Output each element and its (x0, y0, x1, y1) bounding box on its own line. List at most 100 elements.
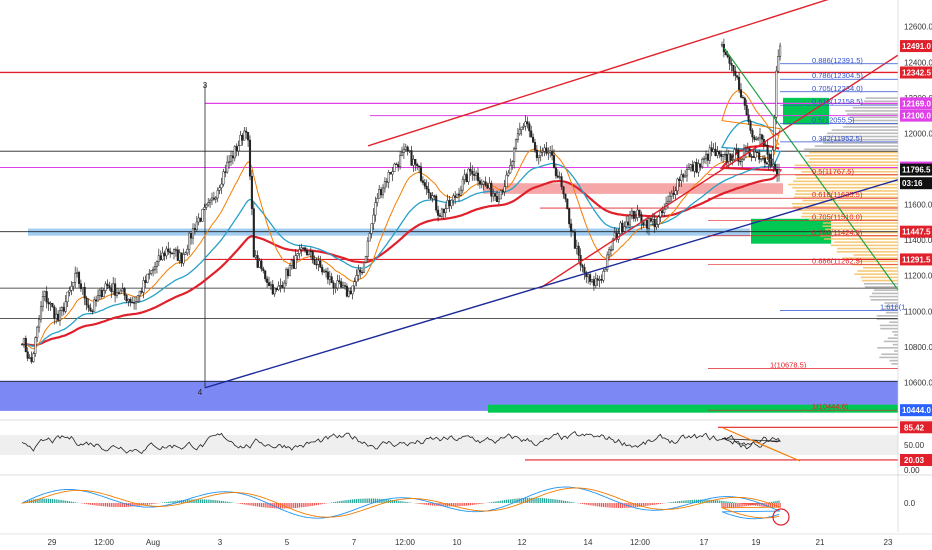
candle-body (129, 299, 132, 303)
volume-profile-bar (831, 129, 898, 131)
date-tick-label: 5 (285, 538, 290, 547)
candle-body (220, 183, 223, 189)
volume-profile-bar (832, 231, 898, 234)
candle-body (66, 291, 69, 303)
candle-body (271, 284, 274, 295)
candle-body (226, 161, 229, 173)
candle-body (524, 121, 527, 127)
macd-histogram-bar (464, 503, 466, 506)
macd-histogram-bar (728, 501, 730, 503)
candle-body (58, 310, 62, 321)
macd-histogram-bar (317, 503, 319, 505)
macd-histogram-bar (751, 503, 753, 506)
candle-body (526, 121, 529, 125)
macd-histogram-bar (771, 503, 774, 508)
macd-histogram-bar (355, 499, 357, 503)
macd-histogram-bar (308, 503, 310, 507)
candle-body (438, 215, 442, 217)
candle-body (172, 249, 176, 254)
macd-histogram-bar (74, 502, 76, 503)
green-zone-upper (783, 97, 829, 125)
candle-body (564, 193, 567, 200)
candle-body (410, 150, 413, 166)
candle-body (668, 195, 671, 202)
macd-histogram-bar (496, 501, 498, 503)
macd-histogram-bar (725, 503, 727, 508)
candle-body (32, 353, 35, 363)
volume-profile-bar (864, 286, 898, 288)
candle-body (389, 171, 392, 175)
macd-histogram-bar (65, 500, 67, 503)
price-tag-box (900, 177, 932, 190)
macd-histogram-bar (245, 503, 247, 505)
macd-histogram-bar (711, 499, 713, 503)
candle-body (169, 251, 172, 254)
candle-body (153, 266, 157, 270)
macd-histogram-bar (186, 499, 188, 503)
candle-body (630, 210, 633, 216)
candle-body (672, 192, 675, 195)
macd-histogram-bar (148, 503, 150, 505)
candle-body (83, 286, 86, 299)
macd-histogram-bar (93, 503, 95, 506)
candle-body (357, 269, 360, 276)
price-tag-label: 12100.0 (902, 112, 931, 121)
macd-histogram-bar (720, 500, 722, 503)
volume-profile-bar (877, 347, 898, 349)
candle-body (53, 306, 56, 319)
candle-body (634, 217, 637, 219)
candle-body (115, 292, 119, 296)
date-tick-label: 17 (700, 538, 709, 547)
candle-body (562, 186, 565, 195)
candle-body (419, 166, 423, 181)
macd-histogram-bar (751, 503, 753, 506)
macd-histogram-bar (420, 503, 422, 505)
candle-body (43, 291, 46, 297)
candle-body (750, 156, 753, 158)
candle-body (302, 247, 305, 249)
macd-histogram-bar (34, 499, 36, 503)
fib-levels-layer: 0.886(12391.5) 0.786(12304.5) 0.705(12234.… (708, 56, 905, 411)
candle-body (484, 181, 487, 186)
candle-body (123, 288, 126, 296)
macd-histogram-bar (678, 501, 680, 503)
candle-body (488, 182, 491, 189)
macd-histogram-bar (346, 500, 348, 503)
candle-body (760, 134, 763, 140)
fib-level-label: 0.786(12304.5) (812, 71, 863, 80)
macd-histogram-bar (274, 503, 276, 509)
candle-body (201, 209, 204, 222)
macd-histogram-bar (500, 500, 502, 503)
candle-body (167, 248, 170, 252)
macd-histogram-bar (733, 502, 736, 503)
candle-body (296, 253, 299, 256)
candle-body (102, 290, 105, 298)
macd-histogram-bar (564, 500, 566, 503)
macd-histogram-bar (53, 499, 55, 503)
macd-histogram-bar (778, 500, 780, 503)
volume-profile-bar (794, 164, 898, 167)
macd-histogram-bar (118, 503, 120, 508)
candle-body (573, 231, 576, 249)
macd-histogram-bar (452, 503, 454, 507)
candle-body (81, 286, 84, 290)
candle-body (751, 130, 754, 138)
macd-histogram-bar (405, 501, 407, 503)
candle-body (340, 281, 343, 288)
macd-histogram-bar (331, 502, 333, 503)
rsi-tag-box (900, 421, 932, 434)
candle-body (547, 151, 550, 154)
candle-body (72, 282, 75, 287)
candle-body (583, 267, 586, 273)
candle-body (772, 163, 775, 167)
candle-body (589, 274, 592, 282)
macd-histogram-bar (646, 503, 648, 506)
macd-histogram-bar (279, 503, 281, 509)
volume-profile-bar (892, 331, 898, 333)
macd-histogram-bar (146, 503, 148, 505)
candle-body (28, 357, 31, 359)
macd-tick-label: 0.0 (904, 499, 916, 508)
price-tick-label: 12000.0 (904, 129, 932, 138)
